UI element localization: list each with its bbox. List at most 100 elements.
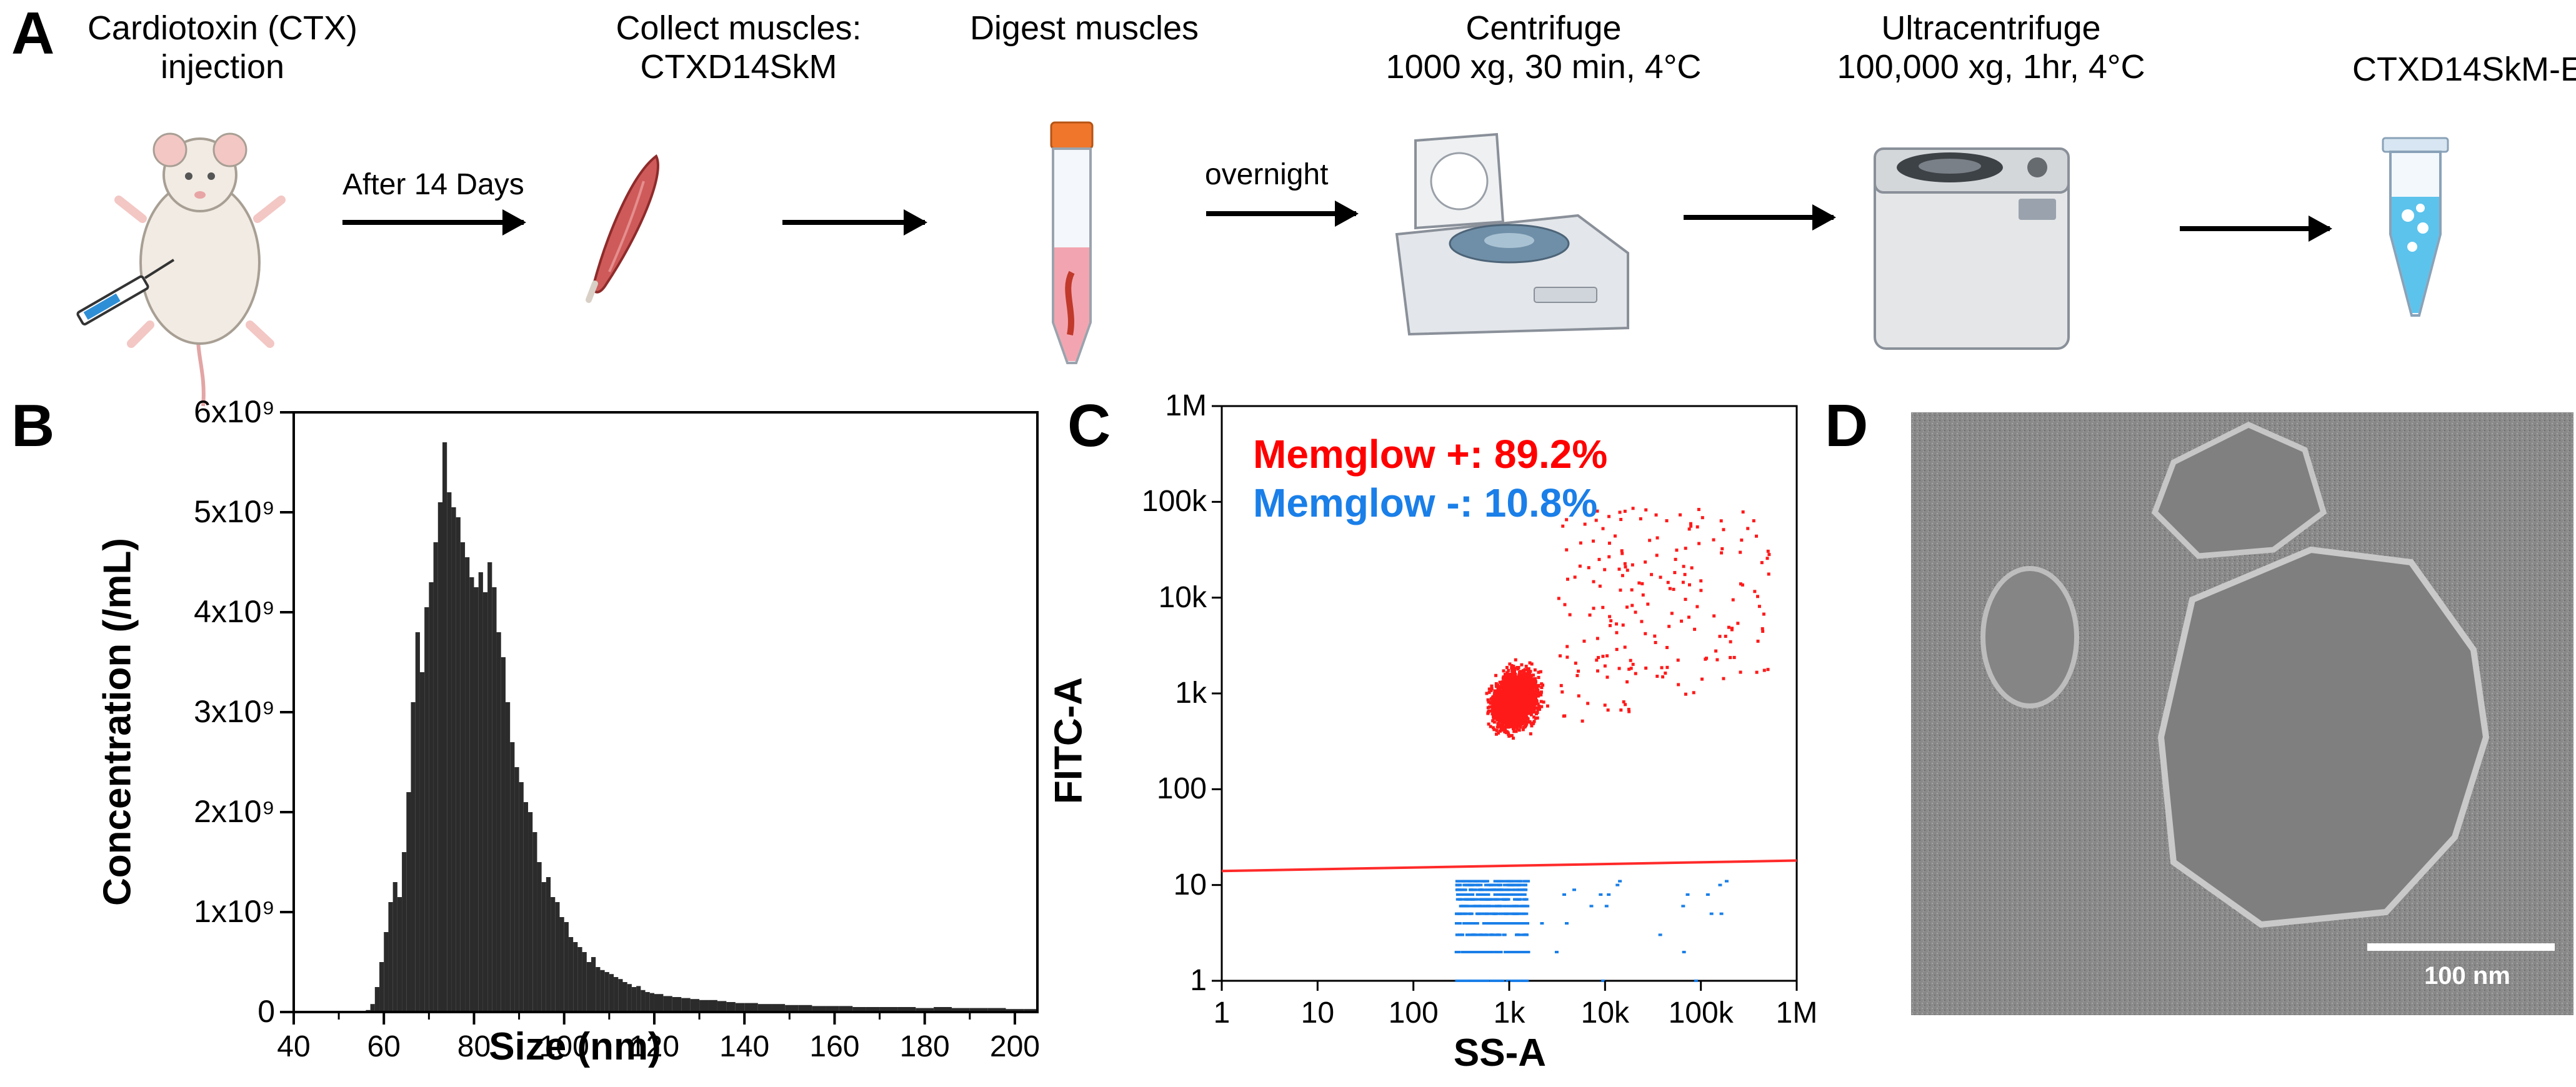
histogram-bar [631, 987, 637, 1012]
histogram-bar [1024, 1009, 1037, 1012]
histogram-bar [852, 1007, 866, 1012]
histogram-bar [614, 977, 619, 1012]
histogram-x-tick-label: 160 [809, 1030, 860, 1063]
histogram-bar [523, 802, 529, 1012]
histogram-bar [419, 672, 425, 1012]
step-label-line2: injection [160, 48, 285, 86]
scatter-x-tick-label: 1 [1213, 996, 1231, 1030]
panel-a-label: A [11, 0, 55, 67]
step-label-line1: Digest muscles [969, 9, 1199, 47]
histogram-bar [392, 882, 397, 1012]
histogram-bar [433, 542, 438, 1012]
step-evs: CTXD14SkM-EVs [2250, 50, 2576, 89]
histogram-bar [451, 507, 456, 1012]
histogram-bar [649, 993, 654, 1012]
scale-bar-label: 100 nm [2424, 962, 2510, 990]
step-ultracentrifuge: Ultracentrifuge 100,000 xg, 1hr, 4°C [1754, 9, 2229, 86]
histogram-bar [757, 1004, 772, 1012]
memglow-negative-annotation: Memglow -: 10.8% [1253, 480, 1598, 525]
histogram-y-tick-label: 0 [257, 994, 275, 1029]
histogram-bar [551, 897, 556, 1012]
histogram-bar [568, 937, 574, 1012]
histogram-bar [402, 852, 407, 1012]
histogram-bar [460, 542, 466, 1012]
memglow-positive-points [1485, 507, 1771, 740]
step-label-line2: 100,000 xg, 1hr, 4°C [1837, 48, 2145, 86]
step-label-line1: Collect muscles: [616, 9, 862, 47]
histogram-bar [379, 962, 384, 1012]
histogram-bar [406, 792, 411, 1012]
histogram-y-tick-label: 2x10⁹ [194, 794, 275, 829]
histogram-bar [559, 917, 564, 1012]
scatter-y-tick-label: 100 [1156, 772, 1207, 806]
histogram-x-tick-label: 200 [989, 1030, 1040, 1063]
histogram-bar [528, 812, 533, 1012]
scatter-y-tick-label: 1 [1190, 964, 1207, 997]
histogram-bar [388, 902, 393, 1012]
histogram-bar [663, 996, 672, 1012]
histogram-bar [437, 502, 442, 1012]
histogram-bar [397, 897, 402, 1012]
histogram-x-tick-label: 80 [457, 1030, 491, 1063]
arrow-label-after-14-days: After 14 Days [342, 168, 524, 201]
histogram-bar [487, 562, 492, 1012]
histogram-y-tick-label: 1x10⁹ [194, 894, 275, 929]
histogram-bar [735, 1003, 745, 1012]
histogram-bar [654, 994, 664, 1012]
histogram-bar [482, 592, 488, 1012]
histogram-bar [505, 702, 511, 1012]
histogram-bar [627, 984, 632, 1012]
histogram-bar [532, 832, 537, 1012]
histogram-bar [618, 979, 623, 1012]
mouse-illustration [76, 132, 286, 407]
scatter-y-axis-title: FITC-A [1047, 677, 1091, 805]
histogram-bar [916, 1008, 934, 1012]
histogram-x-tick-label: 120 [629, 1030, 680, 1063]
step-label-line2: CTXD14SkM [640, 48, 837, 86]
histogram-bar [798, 1005, 812, 1012]
histogram-bar [826, 1006, 839, 1012]
scatter-x-tick-label: 10 [1300, 996, 1335, 1030]
histogram-bar [591, 957, 596, 1012]
histogram-x-tick-label: 60 [367, 1030, 401, 1063]
histogram-bar [501, 657, 506, 1012]
histogram-x-axis-title: Size (nm) [489, 1025, 661, 1068]
histogram-bar [600, 970, 605, 1012]
arrow-1 [342, 209, 526, 236]
histogram-bar [897, 1007, 916, 1012]
tube-illustration [1050, 121, 1094, 364]
histogram-y-tick-label: 5x10⁹ [194, 494, 275, 529]
arrow-label-overnight: overnight [1205, 158, 1329, 191]
histogram-bar [374, 987, 380, 1012]
histogram-bar [609, 974, 614, 1012]
panel-c-label: C [1067, 392, 1111, 459]
histogram-bar [510, 742, 515, 1012]
histogram-bar [555, 902, 560, 1012]
histogram-bar [699, 1000, 709, 1012]
tem-micrograph: 100 nm [1911, 412, 2574, 1015]
scatter-y-tick-label: 1M [1165, 389, 1207, 422]
histogram-y-tick-label: 3x10⁹ [194, 694, 275, 729]
histogram-bar [519, 782, 524, 1012]
vesicle-top [2151, 422, 2327, 559]
scatter-y-tick-label: 100k [1141, 485, 1207, 519]
gate-threshold-line [1221, 859, 1797, 873]
histogram-bar [744, 1003, 758, 1012]
histogram-bar [879, 1007, 898, 1012]
histogram-bar [934, 1007, 952, 1012]
histogram-bar [474, 587, 479, 1012]
histogram-bar [672, 997, 682, 1012]
vesicle-large [2157, 546, 2490, 928]
step-digest-muscles: Digest muscles [847, 9, 1322, 47]
histogram-bar [641, 990, 646, 1012]
histogram-bar [478, 572, 483, 1012]
histogram-bar [465, 557, 470, 1012]
step-label-line1: Cardiotoxin (CTX) [87, 9, 358, 47]
histogram-bar [604, 972, 609, 1012]
step-label-line1: Ultracentrifuge [1881, 9, 2101, 47]
histogram-bar [411, 702, 416, 1012]
histogram-bar [541, 882, 546, 1012]
histogram-bar [429, 582, 434, 1012]
scatter-chart [1212, 405, 1798, 991]
histogram-bar [447, 492, 452, 1012]
